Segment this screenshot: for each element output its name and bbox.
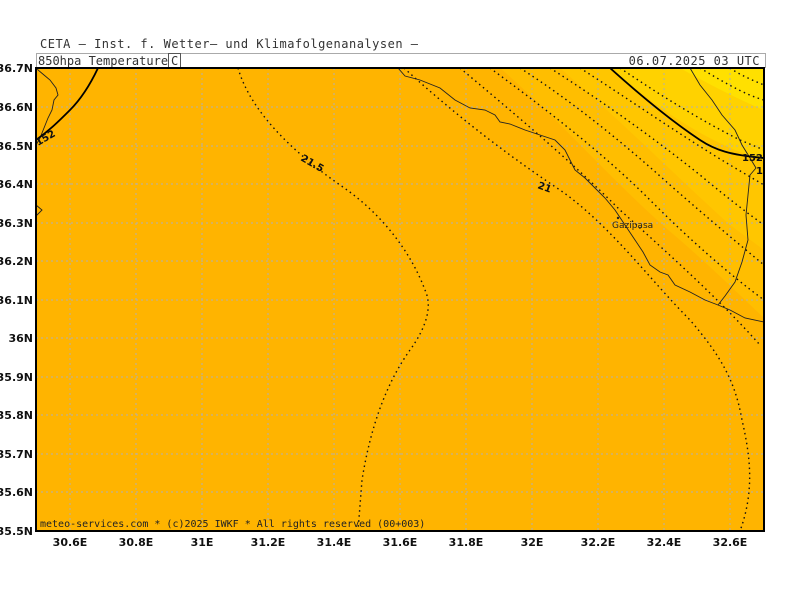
lat-label: 36.7N xyxy=(0,62,33,75)
credit-text: meteo-services.com * (c)2025 IWKF * All … xyxy=(40,519,425,530)
contour-label-152-right: 152 xyxy=(742,153,763,164)
header-frame xyxy=(36,53,766,68)
isoline-21 xyxy=(403,68,751,531)
coastline-turkey xyxy=(397,68,764,323)
lon-label: 31E xyxy=(191,536,214,549)
lon-label: 32.6E xyxy=(713,536,748,549)
graticule xyxy=(36,68,764,531)
header-organization: CETA — Inst. f. Wetter— und Klimafolgena… xyxy=(40,37,419,51)
lat-label: 35.8N xyxy=(0,409,33,422)
contour-label-21: 21 xyxy=(536,180,553,195)
longitude-labels: 30.6E 30.8E 31E 31.2E 31.4E 31.6E 31.8E … xyxy=(53,536,748,549)
lat-label: 36.1N xyxy=(0,294,33,307)
lon-label: 31.6E xyxy=(383,536,418,549)
header-variable: 850hpa_Temperature C xyxy=(38,53,182,69)
city-marker xyxy=(616,216,620,220)
border-line xyxy=(689,68,757,306)
lat-label: 36.2N xyxy=(0,255,33,268)
contour-label-edge: 1 xyxy=(756,166,763,177)
variable-name: 850hpa_Temperature xyxy=(38,54,169,68)
lat-label: 36.5N xyxy=(0,140,33,153)
header-datetime: 06.07.2025 03 UTC xyxy=(628,54,760,68)
map-frame xyxy=(35,67,765,532)
lon-label: 32.4E xyxy=(647,536,682,549)
lat-label: 36.4N xyxy=(0,178,33,191)
lat-label: 36.3N xyxy=(0,217,33,230)
lat-label: 35.7N xyxy=(0,448,33,461)
lat-label: 35.9N xyxy=(0,371,33,384)
coastline-west xyxy=(36,68,59,146)
lat-label: 36N xyxy=(8,332,33,345)
lon-label: 31.8E xyxy=(449,536,484,549)
temperature-band-4 xyxy=(680,68,764,110)
lon-label: 31.2E xyxy=(251,536,286,549)
lat-label: 35.6N xyxy=(0,486,33,499)
lat-label: 36.6N xyxy=(0,101,33,114)
lon-label: 30.8E xyxy=(119,536,154,549)
lat-label: 35.5N xyxy=(0,525,33,538)
solid-isolines xyxy=(36,68,764,159)
city-label-gazipasa: Gazipasa xyxy=(612,221,653,231)
lon-label: 32E xyxy=(521,536,544,549)
lon-label: 32.2E xyxy=(581,536,616,549)
solid-isoline-right xyxy=(609,68,764,159)
lon-label: 31.4E xyxy=(317,536,352,549)
variable-unit: C xyxy=(168,53,182,69)
latitude-labels: 36.7N 36.6N 36.5N 36.4N 36.3N 36.2N 36.1… xyxy=(0,62,33,538)
coastline xyxy=(36,68,764,323)
lon-label: 30.6E xyxy=(53,536,88,549)
temperature-isolines xyxy=(237,68,764,531)
solid-isoline-left xyxy=(36,68,99,141)
